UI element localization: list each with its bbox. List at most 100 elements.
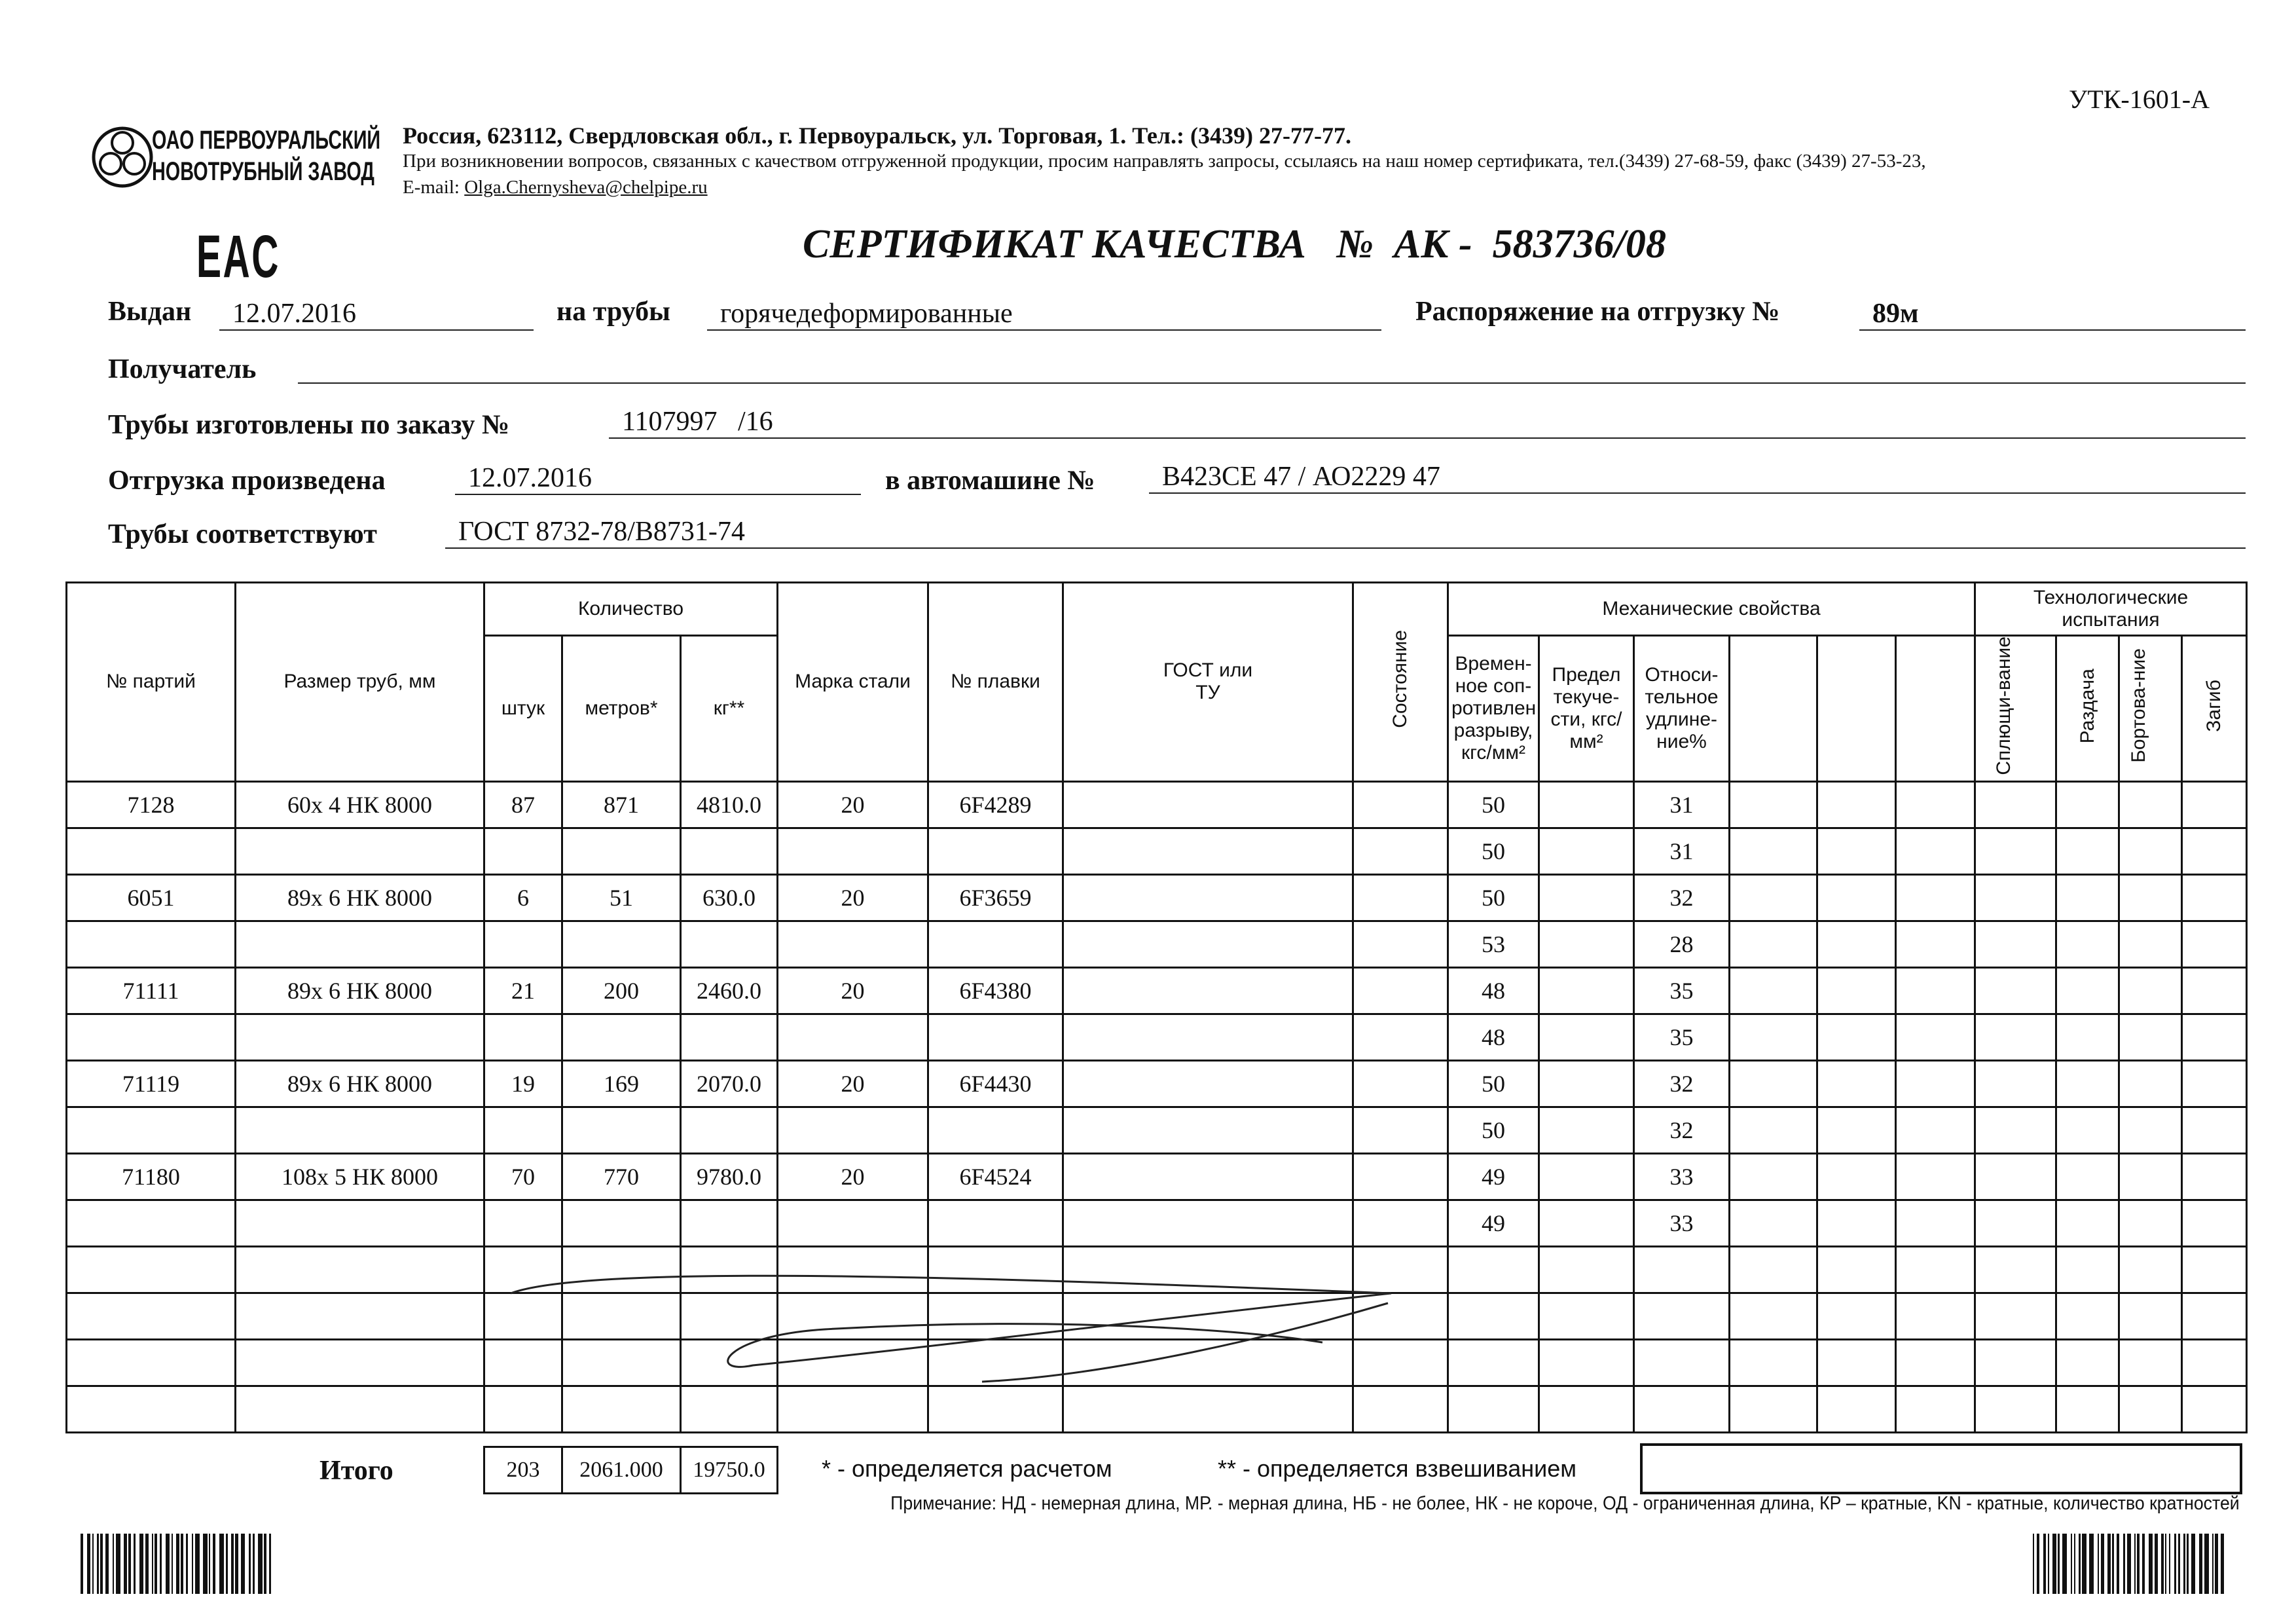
cell-elong: 35 [1633, 1012, 1730, 1061]
cell-steel [776, 919, 929, 969]
cell-batch [65, 1338, 236, 1387]
table-row: 50 31 [65, 826, 2248, 876]
cell-steel [776, 1291, 929, 1340]
issued-label: Выдан [108, 297, 192, 327]
cell-elong: 28 [1633, 919, 1730, 969]
cell-kg [680, 1245, 778, 1294]
cell-tensile: 50 [1447, 873, 1540, 922]
cell-elong: 31 [1633, 826, 1730, 876]
barcode-bar [160, 1534, 162, 1594]
barcode-bar [258, 1534, 263, 1594]
barcode-bar [2062, 1534, 2067, 1594]
cell-kg [680, 1384, 778, 1433]
cell-gost [1062, 1012, 1354, 1061]
table-row: 49 33 [65, 1198, 2248, 1247]
cell-e3 [1894, 1105, 1977, 1154]
cell-flatten [1974, 1384, 2058, 1433]
cell-bend [2181, 1059, 2248, 1108]
col-flange: Бортова-ние [2118, 635, 2183, 783]
cell-state [1352, 780, 1449, 829]
cell-tensile: 50 [1447, 826, 1540, 876]
cell-meters: 770 [561, 1152, 682, 1201]
cell-yield [1538, 873, 1635, 922]
col-state: Состояние [1352, 581, 1449, 783]
signature-box [1640, 1443, 2242, 1494]
cell-expand [2055, 1384, 2121, 1433]
cell-bend [2181, 1384, 2248, 1433]
totals-pcs: 203 [483, 1446, 563, 1494]
barcode-bar [2052, 1534, 2056, 1594]
cell-e3 [1894, 1338, 1977, 1387]
col-state-label: Состояние [1389, 630, 1411, 729]
cell-e1 [1728, 919, 1818, 969]
order-label: Распоряжение на отгрузку № [1415, 297, 1780, 327]
cell-heat: 6F4380 [927, 966, 1064, 1015]
col-bend: Загиб [2181, 635, 2248, 783]
col-bend-label: Загиб [2203, 679, 2225, 732]
barcode-bar [145, 1534, 149, 1594]
cell-steel: 20 [776, 966, 929, 1015]
cell-flange [2118, 1198, 2183, 1247]
barcode-bar [166, 1534, 170, 1594]
cell-bend [2181, 873, 2248, 922]
table-row: 71111 89х 6 НК 8000 21 200 2460.0 20 6F4380 48 3… [65, 966, 2248, 1015]
barcode-bar [203, 1534, 208, 1594]
cell-kg [680, 1012, 778, 1061]
cell-meters [561, 919, 682, 969]
email-label: E-mail: [403, 177, 465, 198]
cell-e3 [1894, 1245, 1977, 1294]
cell-pcs [483, 826, 563, 876]
cell-yield [1538, 966, 1635, 1015]
cell-kg: 630.0 [680, 873, 778, 922]
email-link[interactable]: Olga.Chernysheva@chelpipe.ru [464, 177, 708, 198]
barcode-bar [124, 1534, 127, 1594]
cell-gost [1062, 919, 1354, 969]
cell-e2 [1816, 1012, 1897, 1061]
cell-flange [2118, 1152, 2183, 1201]
barcode-bar [2134, 1534, 2136, 1594]
cell-e2 [1816, 1059, 1897, 1108]
barcode-bar [2043, 1534, 2046, 1594]
cell-state [1352, 1152, 1449, 1201]
cell-kg [680, 1338, 778, 1387]
barcode-bar [181, 1534, 183, 1594]
cell-meters [561, 1198, 682, 1247]
cell-e1 [1728, 826, 1818, 876]
totals-meters: 2061.000 [561, 1446, 682, 1494]
cell-flatten [1974, 1291, 2058, 1340]
barcode-bar [2058, 1534, 2060, 1594]
cell-heat: 6F4524 [927, 1152, 1064, 1201]
cell-heat: 6F4289 [927, 780, 1064, 829]
barcode-bar [172, 1534, 173, 1594]
cell-e1 [1728, 966, 1818, 1015]
cell-pcs: 70 [483, 1152, 563, 1201]
cell-e1 [1728, 1338, 1818, 1387]
cell-pcs [483, 1198, 563, 1247]
barcode-bar [2199, 1534, 2202, 1594]
cell-steel [776, 1245, 929, 1294]
conform-label: Трубы соответствуют [108, 519, 377, 549]
header-row-1: № партий Размер труб, мм Количество Марк… [65, 581, 2248, 783]
cell-flange [2118, 1384, 2183, 1433]
contact-note: При возникновении вопросов, связанных с … [403, 151, 1926, 172]
cell-e2 [1816, 1384, 1897, 1433]
cell-gost [1062, 873, 1354, 922]
cell-bend [2181, 826, 2248, 876]
cell-e2 [1816, 919, 1897, 969]
cell-yield [1538, 1105, 1635, 1154]
barcode-bar [2117, 1534, 2119, 1594]
cell-batch [65, 1105, 236, 1154]
cell-e2 [1816, 1152, 1897, 1201]
cell-meters: 871 [561, 780, 682, 829]
cell-e1 [1728, 1291, 1818, 1340]
cell-pcs [483, 1291, 563, 1340]
cell-flatten [1974, 1105, 2058, 1154]
col-mech: Механические свойства [1446, 581, 1977, 637]
cell-flange [2118, 1245, 2183, 1294]
cell-batch [65, 919, 236, 969]
cell-flatten [1974, 1338, 2058, 1387]
truck-label: в автомашине № [885, 466, 1095, 496]
barcode-bar [81, 1534, 83, 1594]
footnote-calc: * - определяется расчетом [822, 1455, 1112, 1482]
shipped-label: Отгрузка произведена [108, 466, 386, 496]
